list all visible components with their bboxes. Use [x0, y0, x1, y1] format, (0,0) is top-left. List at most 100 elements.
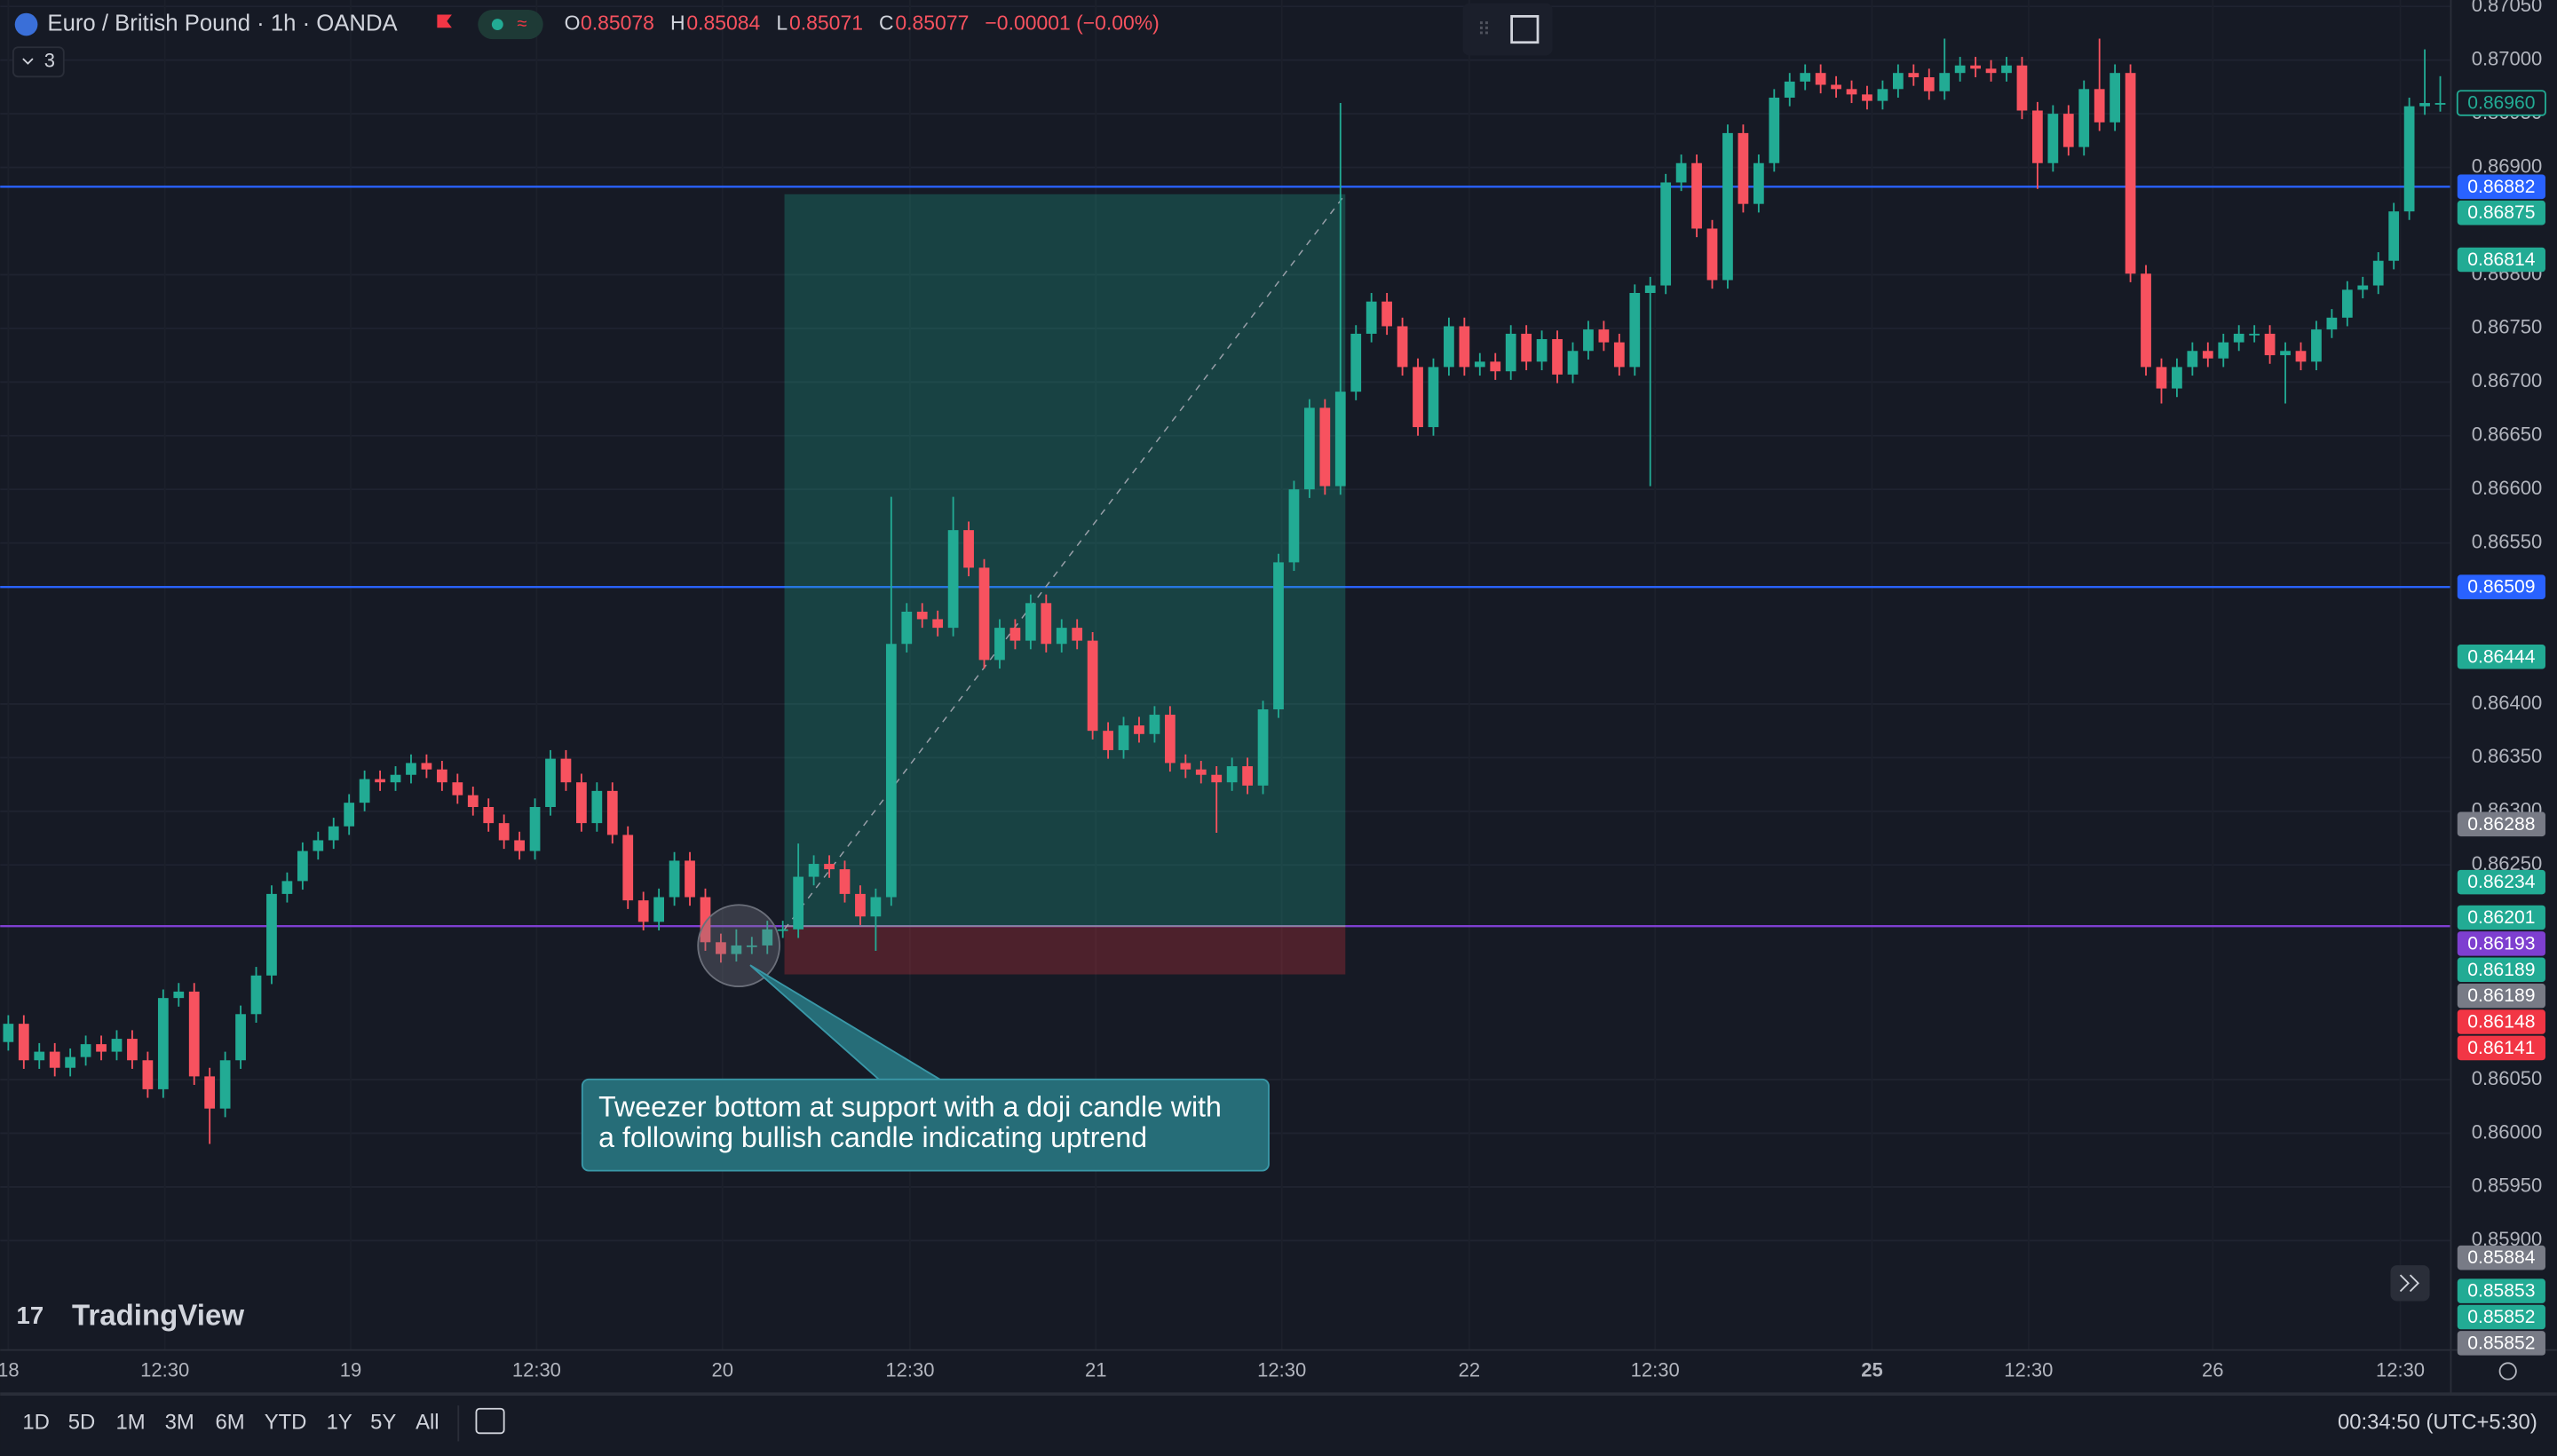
- candle-body: [1598, 329, 1610, 343]
- price-tag-label: 0.86875: [2467, 202, 2535, 223]
- candle-body: [1815, 73, 1826, 85]
- ohlc-change: −0.00001 (−0.00%): [985, 12, 1159, 35]
- price-tag-label: 0.85853: [2467, 1281, 2535, 1302]
- candle-body: [1041, 603, 1052, 645]
- candle-body: [173, 991, 185, 999]
- candle-body: [1350, 333, 1362, 392]
- candle-body: [591, 790, 603, 824]
- candle-body: [1149, 715, 1160, 734]
- x-tick-label: 19: [340, 1358, 362, 1381]
- candle-body: [1970, 65, 1981, 69]
- symbol-icon[interactable]: [14, 12, 38, 36]
- candle-body: [188, 991, 200, 1077]
- clock: 00:34:50 (UTC+5:30): [2338, 1411, 2537, 1435]
- y-tick-label: 0.86550: [2472, 530, 2543, 552]
- candle-body: [2141, 273, 2151, 368]
- candle-body: [1459, 326, 1470, 368]
- price-tag-label: 0.85884: [2467, 1247, 2536, 1268]
- symbol-title[interactable]: Euro / British Pound · 1h · OANDA: [47, 11, 398, 36]
- timeframe-button[interactable]: 5Y: [370, 1411, 396, 1435]
- y-tick-label: 0.86750: [2472, 316, 2543, 338]
- candle-body: [1985, 68, 1997, 74]
- candle-body: [219, 1060, 231, 1109]
- double-chevron-icon: [2399, 1274, 2420, 1293]
- indicator-count[interactable]: 3: [44, 50, 55, 72]
- date-range-icon[interactable]: [475, 1407, 505, 1435]
- candle-body: [49, 1051, 60, 1068]
- callout-text: Tweezer bottom at support with a doji ca…: [598, 1090, 1222, 1122]
- candle-body: [452, 782, 463, 795]
- drag-handle[interactable]: ⠿: [1477, 20, 1491, 40]
- x-tick-label: 12:30: [2376, 1358, 2425, 1381]
- candle-body: [839, 869, 851, 894]
- candle-body: [1753, 162, 1764, 204]
- flag-icon[interactable]: [437, 14, 452, 28]
- candle-body: [1939, 73, 1951, 91]
- x-tick-label: 22: [1459, 1358, 1481, 1381]
- logo-mark: 17: [17, 1302, 44, 1329]
- candle-body: [529, 806, 541, 851]
- timeframe-button[interactable]: 6M: [216, 1411, 245, 1435]
- timeframe-button[interactable]: 5D: [68, 1411, 96, 1435]
- x-tick-label: 21: [1085, 1358, 1107, 1381]
- x-tick-label: 18: [0, 1358, 20, 1381]
- x-tick-label: 12:30: [1257, 1358, 1306, 1381]
- scroll-to-latest[interactable]: [2390, 1265, 2430, 1302]
- candle-body: [1862, 94, 1872, 101]
- x-tick-label: 12:30: [885, 1358, 934, 1381]
- candle-body: [901, 611, 913, 645]
- x-tick-label: 12:30: [140, 1358, 189, 1381]
- price-tag: [2457, 574, 2545, 599]
- candle-body: [545, 758, 556, 807]
- candle-body: [1660, 182, 1672, 286]
- ohlc-key: C: [879, 12, 894, 35]
- candle-body: [777, 929, 788, 931]
- candle-body: [1613, 342, 1625, 368]
- candle-body: [2125, 73, 2136, 274]
- candle-body: [685, 860, 695, 898]
- candle-body: [808, 864, 819, 877]
- price-tag: [2457, 811, 2545, 837]
- candle-body: [2187, 351, 2198, 368]
- indicator-toggle[interactable]: [12, 46, 65, 78]
- candle-body: [406, 763, 416, 775]
- candle-body: [3, 1024, 14, 1042]
- candle-body: [1923, 77, 1935, 91]
- candle-body: [622, 835, 634, 901]
- price-tag-label: 0.86148: [2467, 1012, 2535, 1033]
- price-tag: [2457, 174, 2545, 200]
- candle-body: [2110, 73, 2121, 123]
- candle-body: [824, 864, 835, 870]
- timeframe-button[interactable]: 1Y: [327, 1411, 352, 1435]
- rectangle-tool[interactable]: [1510, 14, 1540, 44]
- y-tick-label: 0.85950: [2472, 1175, 2543, 1197]
- candle-body: [157, 998, 169, 1089]
- status-icon: ≈: [517, 14, 526, 34]
- candle-body: [1738, 132, 1749, 204]
- candle-body: [359, 779, 370, 803]
- price-tag: [2457, 1278, 2545, 1303]
- annotation: Tweezer bottom at support with a doji ca…: [581, 904, 1270, 1172]
- y-tick-label: 0.86900: [2472, 154, 2543, 177]
- candle-body: [916, 611, 928, 620]
- timeframe-button[interactable]: YTD: [265, 1411, 307, 1435]
- candle-body: [885, 644, 897, 898]
- x-tick-label: 26: [2202, 1358, 2224, 1381]
- candle-body: [1505, 333, 1516, 372]
- settings-icon[interactable]: [2498, 1362, 2517, 1381]
- timeframe-button[interactable]: 1D: [22, 1411, 50, 1435]
- timeframe-button[interactable]: 3M: [165, 1411, 194, 1435]
- highlight-circle: [697, 904, 780, 988]
- candle-body: [978, 567, 990, 661]
- candle-body: [762, 929, 773, 946]
- candle-body: [1134, 725, 1144, 734]
- timeframe-button[interactable]: 1M: [116, 1411, 146, 1435]
- candle-body: [1536, 338, 1548, 362]
- candle-body: [2172, 367, 2182, 389]
- candle-body: [313, 840, 324, 851]
- timeframe-button[interactable]: All: [416, 1411, 439, 1435]
- candle-body: [637, 900, 649, 922]
- price-tag: [2457, 1331, 2545, 1356]
- candle-body: [96, 1044, 107, 1052]
